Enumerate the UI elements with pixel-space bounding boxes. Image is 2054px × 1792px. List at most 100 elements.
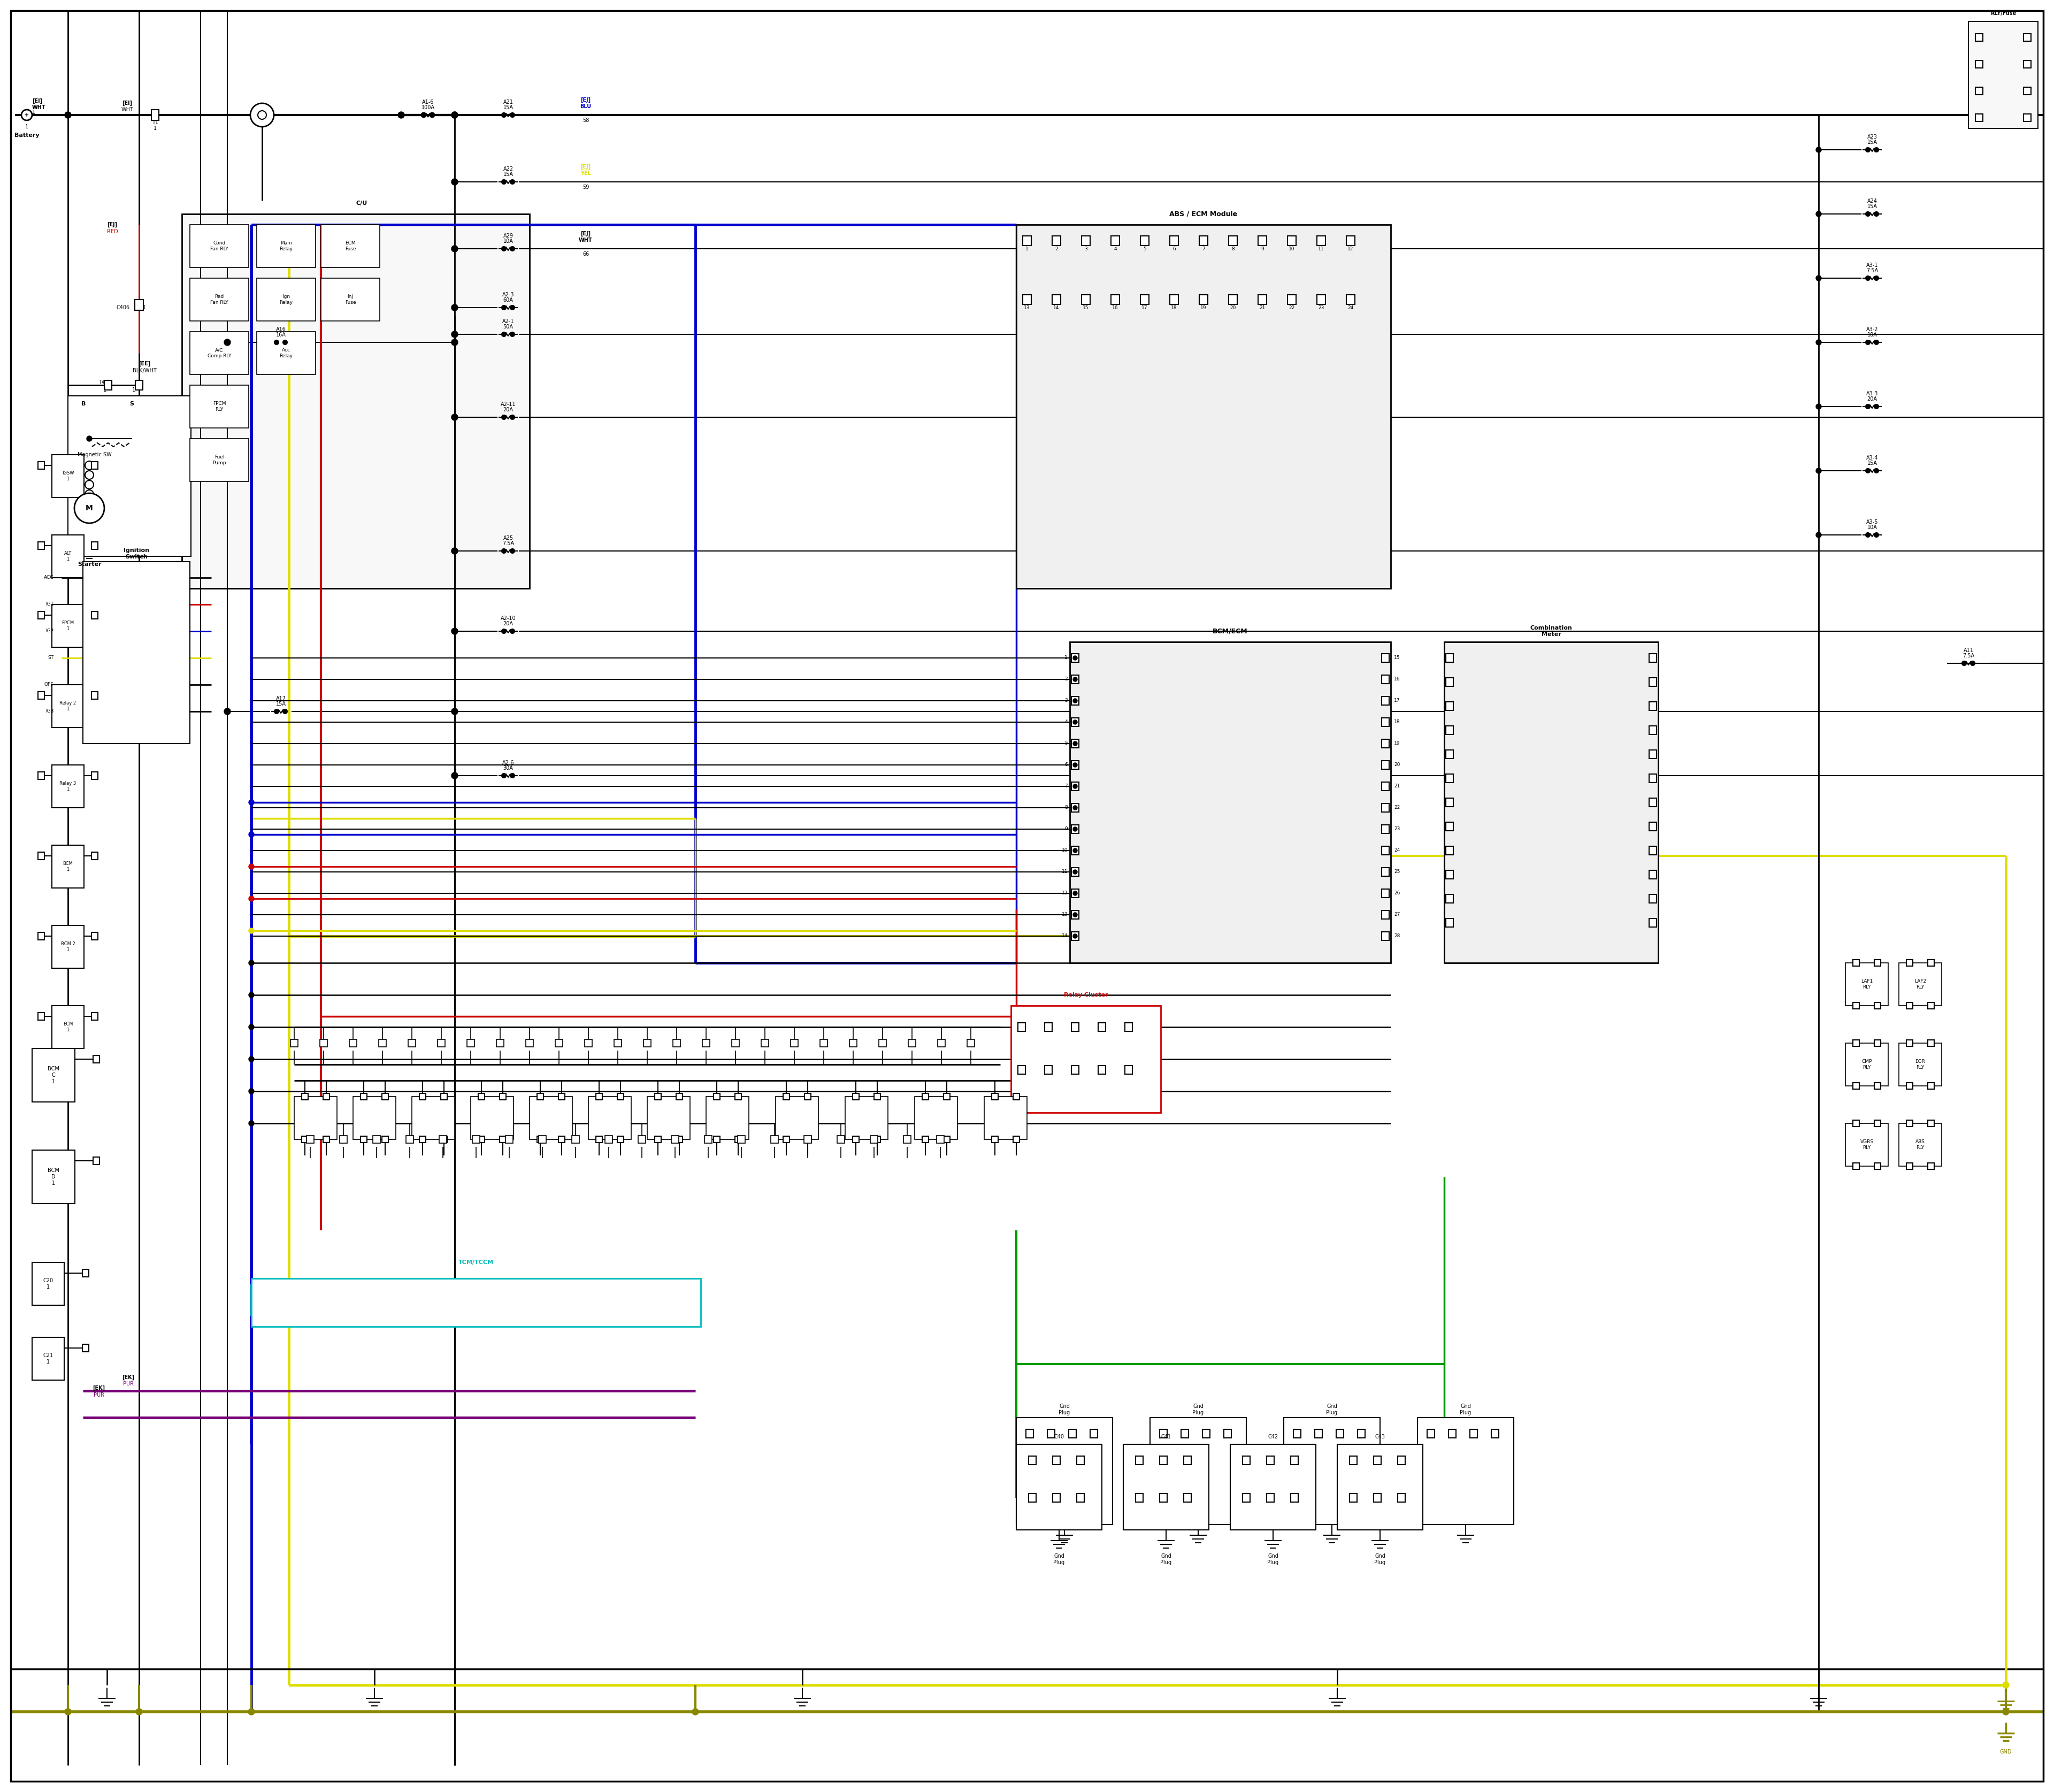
Bar xyxy=(1072,1066,1078,1073)
Bar xyxy=(1072,803,1078,812)
Bar xyxy=(82,1269,88,1278)
Bar xyxy=(2023,88,2031,95)
Circle shape xyxy=(2003,1683,2009,1688)
Text: 14: 14 xyxy=(1062,934,1068,939)
Text: A2-1: A2-1 xyxy=(501,319,514,324)
Text: 1: 1 xyxy=(1025,246,1029,251)
Circle shape xyxy=(1072,826,1076,831)
Text: Combination
Meter: Combination Meter xyxy=(1530,625,1571,636)
Bar xyxy=(1072,719,1078,726)
Bar xyxy=(302,1136,308,1143)
Text: BCM
C
1: BCM C 1 xyxy=(47,1066,60,1084)
Text: Magnetic SW: Magnetic SW xyxy=(78,452,111,457)
Bar xyxy=(1290,1457,1298,1464)
Bar xyxy=(1417,1417,1514,1525)
Text: 17: 17 xyxy=(1395,699,1401,702)
Bar xyxy=(1317,294,1325,305)
Text: ABS / ECM Module: ABS / ECM Module xyxy=(1169,210,1237,217)
Bar xyxy=(1898,1043,1941,1086)
Circle shape xyxy=(501,629,505,633)
Bar xyxy=(1929,1039,1935,1047)
Bar xyxy=(1382,889,1389,898)
Bar xyxy=(251,1278,700,1326)
Text: WHT: WHT xyxy=(121,108,134,113)
Bar xyxy=(737,1136,746,1143)
Bar xyxy=(479,1093,485,1100)
Text: 12: 12 xyxy=(1347,246,1354,251)
Bar xyxy=(1011,1005,1161,1113)
Text: ST: ST xyxy=(47,656,53,661)
Circle shape xyxy=(1865,211,1869,217)
Bar xyxy=(1072,867,1078,876)
Circle shape xyxy=(1865,468,1869,473)
Bar xyxy=(1052,237,1060,246)
Bar xyxy=(1382,760,1389,769)
Bar xyxy=(1126,1023,1132,1032)
Circle shape xyxy=(1072,677,1076,681)
Text: 10A: 10A xyxy=(1867,525,1877,530)
Bar xyxy=(382,1093,388,1100)
Text: 15A: 15A xyxy=(1867,461,1877,466)
Text: 15A: 15A xyxy=(503,106,514,109)
Bar xyxy=(92,611,99,618)
Text: Gnd
Plug: Gnd Plug xyxy=(1374,1554,1386,1564)
Bar xyxy=(559,1093,565,1100)
Bar xyxy=(1976,88,1982,95)
Bar xyxy=(655,1136,661,1143)
Bar xyxy=(1267,1457,1273,1464)
Bar xyxy=(908,1039,916,1047)
Bar xyxy=(302,1093,308,1100)
Bar xyxy=(353,1097,396,1140)
Circle shape xyxy=(1072,763,1076,767)
Bar xyxy=(1284,1417,1380,1525)
Bar xyxy=(1382,910,1389,919)
Bar xyxy=(37,932,45,939)
Bar xyxy=(1446,751,1454,758)
Bar xyxy=(51,846,84,889)
Bar xyxy=(1345,294,1356,305)
Bar xyxy=(92,1055,99,1063)
Bar xyxy=(1382,697,1389,704)
Bar xyxy=(1076,1493,1085,1502)
Bar xyxy=(596,1093,602,1100)
Text: 15: 15 xyxy=(1082,305,1089,310)
Bar xyxy=(1873,1002,1881,1009)
Bar xyxy=(1448,1430,1456,1437)
Text: GND: GND xyxy=(2001,1749,2011,1754)
Text: Gnd
Plug: Gnd Plug xyxy=(1193,1403,1204,1416)
Bar xyxy=(1976,34,1982,41)
Bar xyxy=(643,1039,651,1047)
Text: S: S xyxy=(129,401,134,407)
Bar xyxy=(618,1136,624,1143)
Text: 8: 8 xyxy=(1232,246,1234,251)
Bar xyxy=(731,1039,739,1047)
Bar xyxy=(419,1093,425,1100)
Circle shape xyxy=(1865,405,1869,409)
Text: Relay 2
1: Relay 2 1 xyxy=(60,701,76,711)
Bar xyxy=(1649,797,1658,806)
Text: A2-3: A2-3 xyxy=(501,292,514,297)
Bar xyxy=(1228,237,1237,246)
Bar xyxy=(1906,1082,1912,1090)
Text: A3-5: A3-5 xyxy=(1867,520,1877,525)
Bar xyxy=(92,932,99,939)
Bar xyxy=(1052,1493,1060,1502)
Bar xyxy=(92,1158,99,1165)
Text: 1: 1 xyxy=(154,125,156,131)
Bar xyxy=(735,1136,741,1143)
Circle shape xyxy=(452,627,458,634)
Circle shape xyxy=(452,305,458,310)
Text: C43: C43 xyxy=(1374,1434,1384,1439)
Text: 24: 24 xyxy=(1347,305,1354,310)
Circle shape xyxy=(84,461,94,470)
Bar xyxy=(1382,932,1389,941)
Bar xyxy=(442,1136,448,1143)
Bar xyxy=(1257,237,1267,246)
Bar xyxy=(1898,1124,1941,1167)
Bar xyxy=(1337,1444,1423,1530)
Bar xyxy=(1976,61,1982,68)
Circle shape xyxy=(429,113,433,116)
Text: M: M xyxy=(86,504,92,513)
Bar xyxy=(1124,1444,1210,1530)
Bar xyxy=(290,1039,298,1047)
